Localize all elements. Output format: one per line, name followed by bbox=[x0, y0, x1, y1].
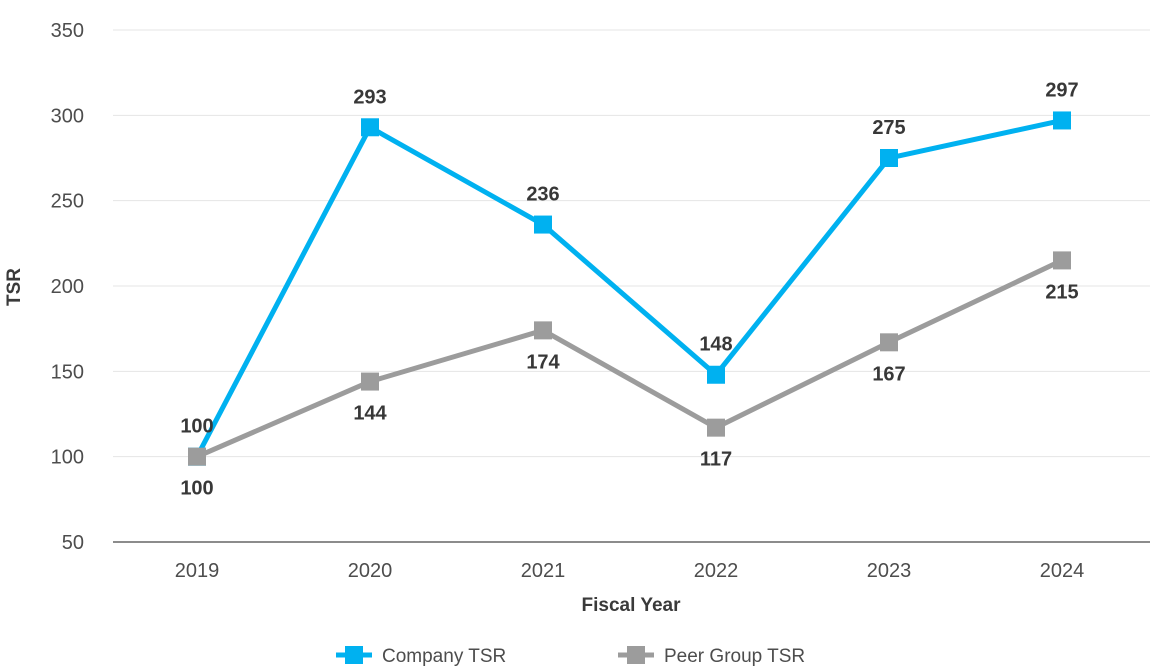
peer-group-tsr-data-label: 117 bbox=[700, 449, 732, 471]
peer-group-tsr-line bbox=[196, 258, 1064, 459]
company-tsr-data-label: 148 bbox=[699, 334, 732, 356]
peer-group-tsr-marker bbox=[361, 372, 379, 391]
data-labels: 100 293 236 148 275 297 100 144 174 117 167 215 bbox=[180, 79, 1078, 499]
y-tick-label: 350 bbox=[51, 20, 84, 42]
peer-group-tsr-marker bbox=[707, 418, 725, 437]
company-tsr-data-label: 100 bbox=[180, 416, 213, 438]
company-tsr-data-label: 293 bbox=[353, 86, 386, 108]
x-tick-label: 2020 bbox=[348, 560, 393, 582]
y-tick-label: 100 bbox=[51, 447, 84, 469]
y-tick-label: 250 bbox=[51, 191, 84, 213]
legend: Company TSR Peer Group TSR bbox=[336, 646, 805, 667]
company-tsr-line bbox=[194, 118, 1063, 458]
x-tick-label: 2024 bbox=[1040, 560, 1085, 582]
company-tsr-marker bbox=[707, 365, 725, 384]
y-tick-label: 150 bbox=[51, 361, 84, 383]
company-tsr-marker bbox=[534, 215, 552, 234]
legend-item-peer-group-tsr: Peer Group TSR bbox=[618, 646, 805, 667]
company-tsr-data-label: 297 bbox=[1045, 79, 1078, 101]
peer-group-tsr-data-label: 100 bbox=[180, 478, 213, 500]
legend-label-peer-group-tsr: Peer Group TSR bbox=[664, 646, 805, 667]
y-axis-tick-labels: 50 100 150 200 250 300 350 bbox=[51, 20, 84, 554]
y-tick-label: 300 bbox=[51, 105, 84, 127]
company-tsr-data-label: 236 bbox=[526, 184, 559, 206]
series-company-tsr bbox=[188, 111, 1071, 466]
legend-item-company-tsr: Company TSR bbox=[336, 646, 506, 667]
x-tick-label: 2019 bbox=[175, 560, 220, 582]
peer-group-tsr-data-label: 144 bbox=[353, 403, 387, 425]
company-tsr-legend-marker-icon bbox=[345, 646, 363, 664]
x-tick-label: 2021 bbox=[521, 560, 566, 582]
peer-group-tsr-marker bbox=[188, 447, 206, 466]
peer-group-tsr-data-label: 167 bbox=[872, 363, 905, 385]
company-tsr-marker bbox=[361, 118, 379, 137]
company-tsr-data-label: 275 bbox=[872, 117, 905, 139]
legend-label-company-tsr: Company TSR bbox=[382, 646, 506, 667]
x-tick-label: 2023 bbox=[867, 560, 912, 582]
company-tsr-marker bbox=[880, 149, 898, 167]
peer-group-tsr-marker bbox=[880, 333, 898, 352]
x-axis-tick-labels: 2019 2020 2021 2022 2023 2024 bbox=[175, 560, 1085, 582]
x-axis-title: Fiscal Year bbox=[582, 595, 682, 616]
peer-group-tsr-data-label: 215 bbox=[1045, 281, 1078, 303]
gridlines bbox=[113, 29, 1150, 543]
y-tick-label: 50 bbox=[62, 532, 84, 554]
y-axis-title: TSR bbox=[4, 268, 25, 306]
y-tick-label: 200 bbox=[51, 276, 84, 298]
series-peer-group-tsr bbox=[188, 251, 1071, 466]
peer-group-tsr-marker bbox=[1053, 251, 1071, 270]
peer-group-tsr-marker bbox=[534, 321, 552, 340]
company-tsr-marker bbox=[1053, 111, 1071, 130]
x-tick-label: 2022 bbox=[694, 560, 739, 582]
peer-group-tsr-data-label: 174 bbox=[526, 351, 560, 373]
series-layer bbox=[188, 111, 1071, 466]
peer-group-tsr-legend-marker-icon bbox=[627, 646, 645, 664]
